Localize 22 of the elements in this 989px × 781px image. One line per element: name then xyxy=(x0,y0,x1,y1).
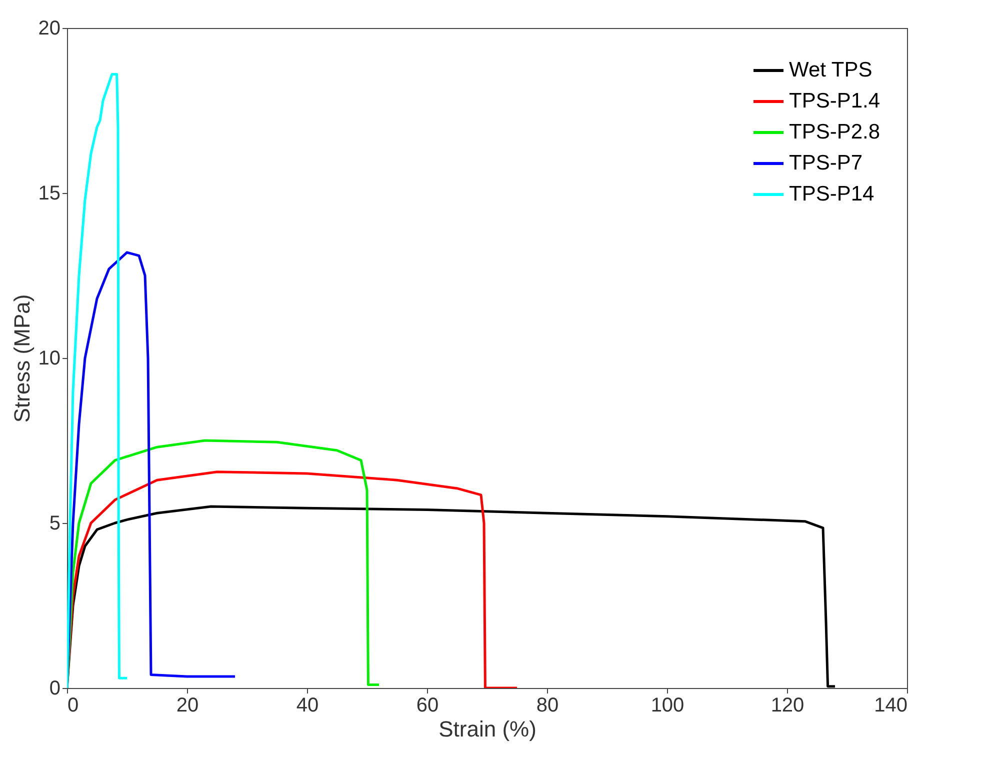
x-tick-label: 120 xyxy=(770,694,804,716)
legend-label: TPS-P2.8 xyxy=(789,120,880,144)
line-series xyxy=(67,72,128,688)
legend-label: Wet TPS xyxy=(789,58,872,82)
y-tick-label: 15 xyxy=(38,182,60,204)
x-tick-label: 0 xyxy=(68,694,79,716)
x-tick-label: 100 xyxy=(650,694,684,716)
x-tick-label: 60 xyxy=(416,694,439,716)
y-tick-label: 0 xyxy=(49,678,60,700)
x-tick-label: 20 xyxy=(176,694,199,716)
x-tick-label: 140 xyxy=(874,694,908,716)
x-tick-label: 40 xyxy=(296,694,319,716)
y-tick-label: 20 xyxy=(38,18,60,40)
legend-label: TPS-P7 xyxy=(789,152,863,174)
y-axis-title: Stress (MPa) xyxy=(9,294,34,423)
y-tick-label: 10 xyxy=(38,348,60,370)
x-tick-label: 80 xyxy=(536,694,559,716)
x-axis-title: Strain (%) xyxy=(438,716,536,742)
line-series xyxy=(67,505,836,688)
legend-label: TPS-P14 xyxy=(789,182,875,206)
y-tick-label: 5 xyxy=(49,512,60,534)
legend-label: TPS-P1.4 xyxy=(789,90,880,112)
